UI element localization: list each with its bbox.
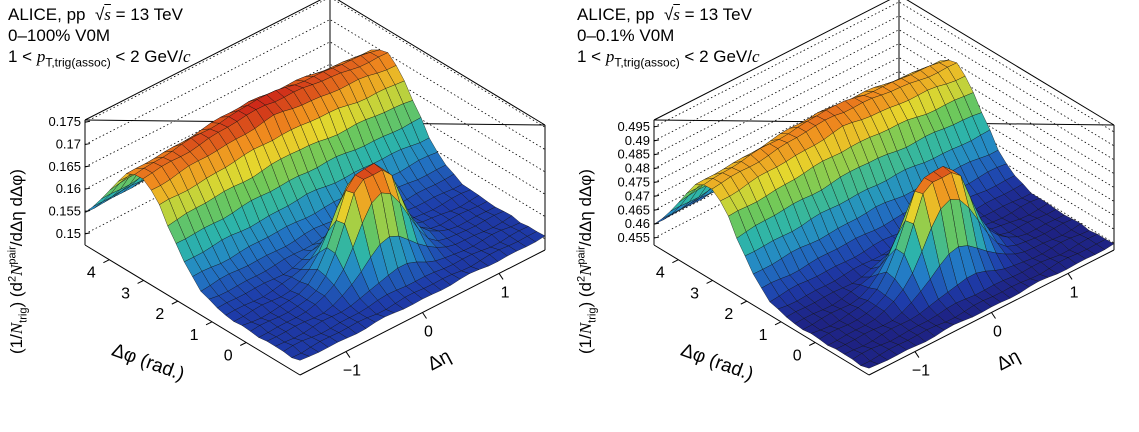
eta-tick-label: −1 [912,363,930,380]
z-tick-mark [84,143,91,146]
z-tick-mark [653,167,660,170]
eta-tick-mark [422,312,427,319]
z-tick-label: 0.16 [56,181,81,196]
z-tick-mark [84,232,91,235]
chart-header: ALICE, pp √s = 13 TeV 0–0.1% V0M 1 < pT,… [577,5,760,70]
z-tick-label: 0.155 [48,204,81,219]
phi-tick-mark [740,300,748,305]
surface-plot: 0.15 0.155 0.16 0.165 0.17 0.175 0 1 2 3 4 −1 0 1 [48,0,546,380]
energy-label: = 13 TeV [115,5,183,24]
surface-mesh [84,49,546,361]
phi-tick-mark [103,259,110,264]
experiment-label: ALICE, pp [8,5,86,24]
z-tick-label: 0.465 [617,202,650,217]
z-tick-mark [653,139,660,142]
phi-tick-mark [706,279,713,284]
z-tick-label: 0.17 [56,137,81,152]
eta-tick-label: 1 [501,284,510,301]
kin-label-post: < 2 GeV/ [115,47,183,66]
eta-tick-mark [345,351,351,358]
z-tick-mark [653,222,660,225]
phi-tick-label: 0 [224,348,233,365]
energy-label: = 13 TeV [684,5,752,24]
eta-tick-mark [914,351,920,358]
z-axis-label: (1/Ntrig) (d2Npair/dΔη dΔφ) [575,169,599,355]
z-tick-mark [653,236,660,239]
z-tick-label: 0.15 [56,226,81,241]
centrality-label: 0–100% V0M [8,26,111,45]
experiment-label: ALICE, pp [577,5,655,24]
z-tick-mark [653,153,660,156]
z-tick-mark [653,181,660,183]
eta-tick-mark [991,312,996,319]
kin-label-pre: 1 < [577,47,602,66]
eta-tick-label: 0 [993,324,1002,341]
kin-label-post: < 2 GeV/ [684,47,752,66]
eta-tick-label: −1 [343,363,361,380]
z-axis-label: (1/Ntrig) (d2Npair/dΔη dΔφ) [6,169,30,355]
surface-plot: 0.4550.460.4650.470.4750.480.4850.490.49… [617,0,1115,380]
z-tick-mark [653,194,660,197]
kin-label-sub: T,trig(assoc) [45,55,111,70]
phi-tick-label: 1 [190,327,199,344]
phi-tick-label: 4 [87,265,96,282]
phi-tick-mark [809,342,816,346]
z-tick-label: 0.485 [617,147,650,162]
eta-tick-mark [498,273,504,280]
phi-tick-label: 1 [759,327,768,344]
z-tick-label: 0.48 [625,161,650,176]
z-tick-label: 0.46 [625,216,650,231]
z-tick-mark [84,165,91,168]
z-tick-label: 0.47 [625,188,650,203]
phi-tick-label: 4 [656,265,665,282]
phi-tick-mark [240,342,247,346]
z-tick-label: 0.49 [625,133,650,148]
centrality-label: 0–0.1% V0M [577,26,675,45]
z-tick-mark [84,187,91,190]
z-tick-mark [653,208,660,211]
phi-tick-label: 2 [155,306,164,323]
phi-tick-label: 0 [793,348,802,365]
eta-tick-label: 0 [424,324,433,341]
phi-tick-mark [137,279,144,284]
kin-label-pre: 1 < [8,47,33,66]
phi-tick-label: 3 [690,285,699,302]
z-tick-label: 0.495 [617,119,650,134]
chart-header: ALICE, pp √s = 13 TeV 0–100% V0M 1 < pT,… [8,5,191,70]
z-tick-label: 0.455 [617,230,650,245]
z-tick-label: 0.165 [48,159,81,174]
z-tick-mark [653,125,660,128]
z-tick-mark [84,120,91,123]
z-tick-mark [84,210,91,213]
eta-tick-label: 1 [1070,284,1079,301]
z-tick-label: 0.175 [48,114,81,129]
eta-tick-mark [1067,273,1073,280]
phi-tick-label: 3 [121,285,130,302]
chart-panel-left: 0.15 0.155 0.16 0.165 0.17 0.175 0 1 2 3 4 −1 0 1 ALI… [0,0,570,387]
kin-label-sub: T,trig(assoc) [614,55,680,70]
z-tick-label: 0.475 [617,175,650,190]
phi-tick-mark [774,321,782,326]
phi-tick-mark [205,321,213,326]
phi-tick-mark [171,300,179,305]
surface-mesh [653,59,1115,369]
phi-tick-mark [672,259,679,264]
chart-panel-right: 0.455 0.46 0.465 0.47 0.475 0.48 0.485 0.49 0.49… [569,0,1139,387]
phi-tick-label: 2 [724,306,733,323]
